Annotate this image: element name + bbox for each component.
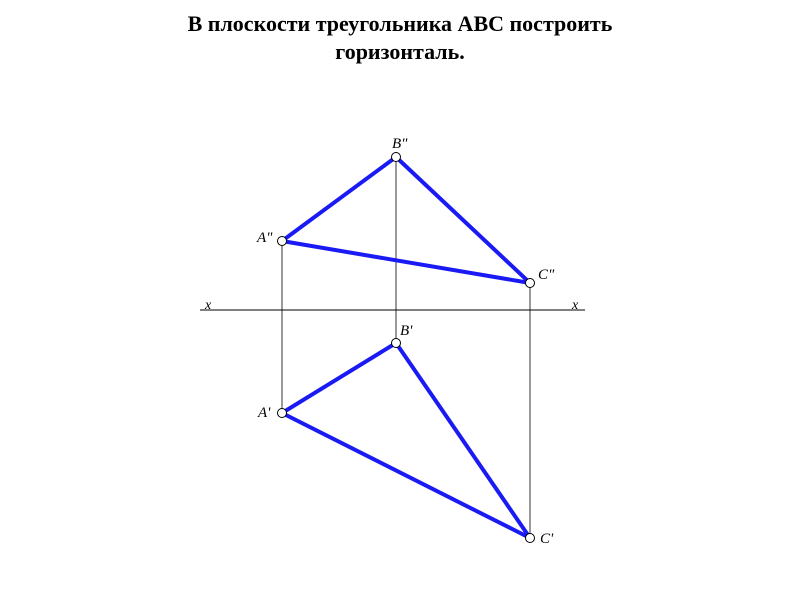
vertex-label-B1: B' [400, 323, 412, 340]
x-axis-label-left: x [205, 298, 211, 314]
vertex-label-A2: A" [257, 230, 272, 247]
title-line-2: горизонталь. [335, 39, 465, 64]
figure-title: В плоскости треугольника АВС построить г… [0, 0, 800, 65]
vertex-label-C1: C' [540, 531, 553, 548]
diagram-area: A" B" C" A' B' C' x x [0, 65, 800, 605]
vertex-label-B2: B" [392, 136, 407, 153]
vertex-label-A1: A' [258, 405, 270, 422]
vertex-label-C2: C" [538, 267, 554, 284]
x-axis-label-right: x [572, 298, 578, 314]
title-line-1: В плоскости треугольника АВС построить [188, 11, 613, 36]
